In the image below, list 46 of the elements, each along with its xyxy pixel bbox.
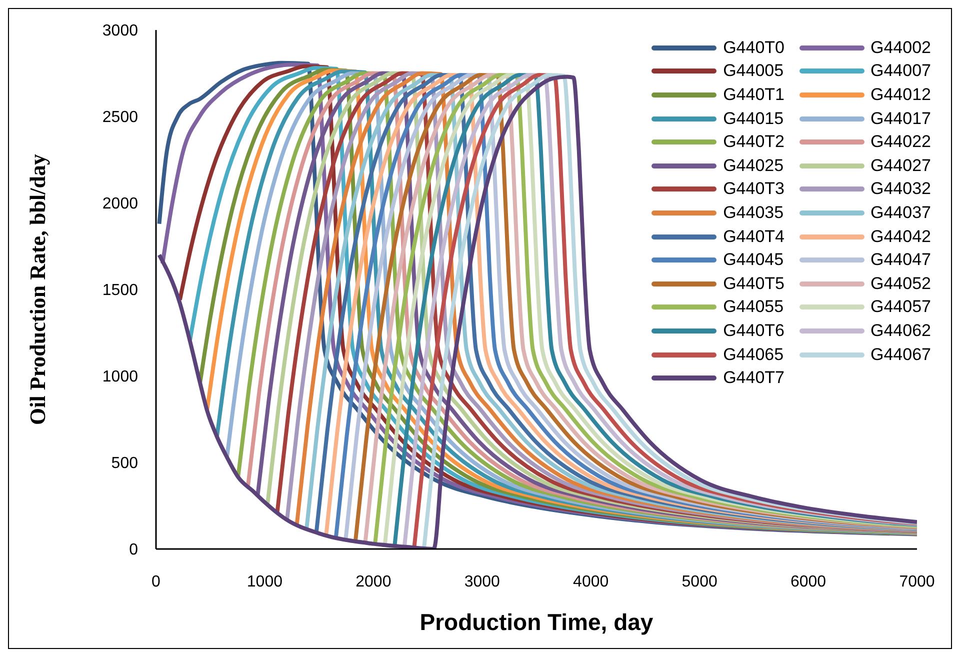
- x-tick-label: 3000: [464, 573, 500, 590]
- legend-label: G440T4: [723, 226, 784, 247]
- y-tick-label: 0: [129, 542, 138, 559]
- legend-label: G440T6: [723, 320, 784, 341]
- x-tick-label: 2000: [356, 573, 392, 590]
- legend-label: G44037: [870, 202, 931, 223]
- y-tick-label: 2000: [102, 196, 138, 213]
- legend-label: G440T7: [723, 368, 784, 388]
- legend-label: G44015: [723, 108, 784, 129]
- legend-label: G44012: [870, 84, 931, 105]
- legend-label: G44042: [870, 226, 931, 247]
- legend-label: G44017: [870, 108, 931, 129]
- x-tick-label: 5000: [682, 573, 718, 590]
- legend-label: G44057: [870, 297, 931, 318]
- x-axis-title: Production Time, day: [420, 609, 654, 635]
- legend-label: G44067: [870, 344, 931, 365]
- x-tick-label: 6000: [790, 573, 826, 590]
- legend-label: G44022: [870, 132, 931, 152]
- legend-label: G440T0: [723, 38, 784, 58]
- legend-label: G44062: [870, 320, 931, 341]
- legend-label: G44032: [870, 179, 931, 200]
- y-tick-label: 2500: [102, 109, 138, 126]
- legend-label: G440T5: [723, 274, 784, 294]
- legend-label: G44065: [723, 344, 784, 365]
- legend-label: G44002: [870, 38, 931, 58]
- legend-label: G440T3: [723, 179, 784, 200]
- x-tick-label: 1000: [246, 573, 283, 590]
- x-tick-label: 7000: [899, 573, 935, 590]
- legend-label: G44045: [723, 250, 784, 270]
- legend-label: G44035: [723, 202, 784, 223]
- legend-label: G44025: [723, 156, 784, 176]
- y-tick-label: 500: [111, 455, 138, 472]
- legend-label: G440T2: [723, 132, 784, 152]
- legend-label: G44007: [870, 61, 931, 82]
- y-tick-label: 1000: [102, 368, 138, 386]
- y-tick-label: 1500: [102, 282, 138, 300]
- legend-label: G440T1: [723, 84, 784, 105]
- x-tick-label: 4000: [573, 573, 609, 590]
- legend-label: G44055: [723, 297, 784, 318]
- y-axis-title: Oil Production Rate, bbl/day: [24, 154, 50, 425]
- legend-label: G44005: [723, 61, 784, 82]
- legend-label: G44027: [870, 156, 931, 176]
- x-tick-label: 0: [152, 573, 161, 590]
- legend-label: G44047: [870, 250, 931, 270]
- y-tick-label: 3000: [102, 22, 138, 40]
- legend-label: G44052: [870, 274, 931, 294]
